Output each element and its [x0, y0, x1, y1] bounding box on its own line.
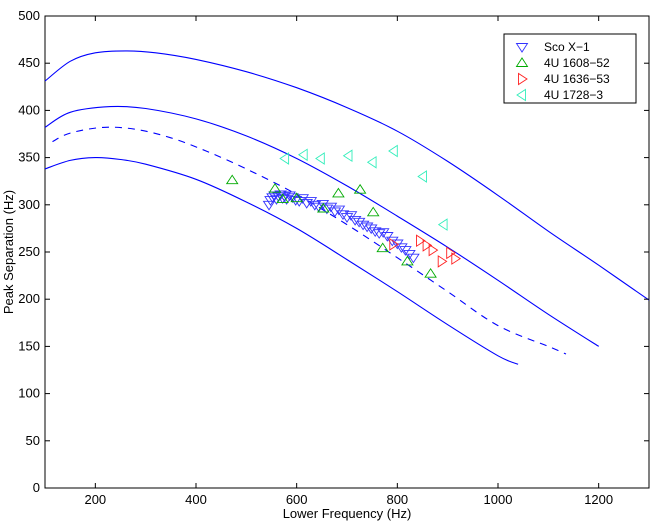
x-axis: 200 400 600 800 1000 1200: [84, 16, 613, 507]
data-point-series-0: [266, 193, 279, 204]
y-tick-label: 250: [18, 244, 40, 259]
legend-marker: [515, 57, 529, 67]
data-point-series-0: [360, 222, 374, 233]
data-point-series-0: [380, 232, 394, 242]
data-point-series-2: [389, 238, 400, 251]
y-tick-label: 150: [18, 338, 40, 353]
legend-entry-label: 4U 1636−53: [544, 72, 610, 86]
data-point-series-0: [304, 197, 318, 207]
data-point-series-0: [344, 211, 358, 221]
legend: Sco X−1 4U 1608−52 4U 1636−53 4U 1728−3: [503, 33, 637, 104]
data-point-series-0: [336, 210, 350, 221]
data-point-series-3: [366, 155, 377, 169]
data-point-series-0: [399, 246, 412, 256]
curve-upper: [44, 50, 650, 301]
data-point-series-3: [315, 152, 325, 165]
x-tick-label: 600: [286, 492, 308, 507]
data-point-series-0: [372, 229, 386, 239]
data-point-series-3: [279, 152, 290, 165]
data-point-series-1: [424, 267, 437, 278]
data-point-series-1: [225, 174, 239, 185]
data-point-series-0: [324, 202, 338, 213]
data-point-series-1: [332, 187, 345, 198]
data-point-series-2: [451, 252, 462, 265]
x-tick-label: 1000: [484, 492, 513, 507]
data-point-series-2: [422, 239, 433, 252]
data-point-series-0: [364, 224, 378, 235]
y-tick-label: 400: [18, 102, 40, 117]
y-tick-label: 300: [18, 197, 40, 212]
legend-entry-label: 4U 1608−52: [544, 56, 610, 70]
data-point-series-0: [308, 200, 322, 211]
data-point-series-0: [348, 215, 362, 226]
legend-marker: [518, 72, 528, 86]
y-tick-label: 450: [18, 55, 40, 70]
data-point-series-0: [368, 227, 382, 238]
data-point-series-1: [268, 182, 282, 193]
x-tick-label: 200: [84, 492, 106, 507]
data-point-series-0: [395, 243, 408, 254]
x-axis-label: Lower Frequency (Hz): [283, 506, 412, 521]
y-axis: 0 50 100 150 200 250 300 350 400 450 500: [18, 8, 649, 495]
data-markers: [225, 144, 462, 278]
data-point-series-3: [437, 218, 448, 231]
data-point-series-1: [353, 183, 367, 194]
data-point-series-1: [290, 192, 304, 203]
data-point-series-0: [283, 191, 296, 202]
data-point-series-3: [417, 170, 427, 183]
data-point-series-1: [376, 242, 390, 253]
y-tick-label: 350: [18, 150, 40, 165]
data-point-series-1: [276, 193, 289, 204]
x-tick-label: 800: [386, 492, 408, 507]
legend-marker: [516, 88, 526, 102]
x-tick-label: 400: [185, 492, 207, 507]
curve-middle: [44, 105, 599, 347]
data-point-series-0: [316, 199, 330, 210]
legend-marker: [515, 43, 529, 53]
data-point-series-3: [297, 148, 308, 162]
data-point-series-3: [388, 144, 398, 158]
y-tick-label: 0: [33, 480, 40, 495]
y-tick-label: 500: [18, 8, 40, 23]
legend-entry-label: Sco X−1: [544, 40, 590, 54]
data-point-series-3: [342, 149, 353, 163]
legend-entry-label: 4U 1728−3: [544, 88, 603, 102]
data-point-series-1: [316, 202, 330, 213]
data-point-series-0: [332, 205, 346, 216]
data-point-series-1: [401, 255, 414, 266]
curve-lower: [44, 157, 519, 365]
data-point-series-2: [428, 243, 439, 257]
y-axis-label: Peak Separation (Hz): [1, 190, 16, 314]
data-point-series-2: [437, 255, 448, 268]
x-tick-label: 1200: [584, 492, 613, 507]
data-point-series-2: [446, 246, 456, 260]
y-tick-label: 200: [18, 291, 40, 306]
data-point-series-1: [366, 206, 380, 217]
y-tick-label: 100: [18, 386, 40, 401]
data-point-series-0: [262, 200, 276, 211]
data-point-series-0: [407, 253, 420, 264]
data-point-series-2: [416, 234, 426, 248]
data-point-series-0: [289, 196, 303, 206]
y-tick-label: 50: [26, 433, 40, 448]
model-curves: [44, 50, 650, 365]
curve-dashed: [52, 126, 567, 355]
data-point-series-0: [352, 217, 366, 228]
